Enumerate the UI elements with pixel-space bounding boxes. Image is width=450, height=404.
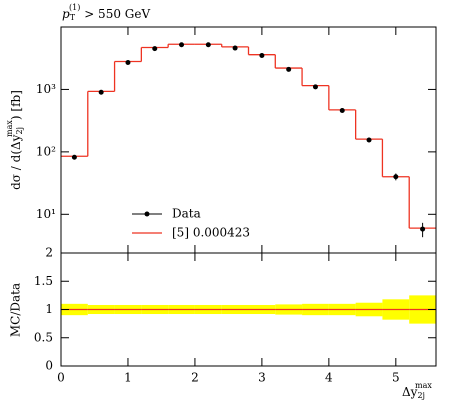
data-point [393,174,399,180]
y-tick-label: 2 [45,246,53,260]
x-tick-label: 1 [124,371,132,385]
data-point [98,89,104,95]
title-sub: T [70,13,76,22]
ratio-frame [60,252,437,367]
data-point [339,107,345,113]
ylabel-sub: 2j [15,127,24,135]
y-tick-label: 1.5 [34,274,53,288]
data-point [152,46,158,52]
y-axis-label: dσ / d(Δy2jmax) [fb] [5,90,24,190]
data-point [312,84,318,90]
x-axis-label: Δy2jmax [402,381,432,400]
ylabel-a: dσ / d(Δy [9,134,23,190]
xlabel-sub: 2j [417,391,425,400]
data-point [179,42,185,48]
y-tick-label: 10² [36,144,56,158]
title-sup: (1) [69,3,80,12]
data-point [71,154,77,160]
chart-title: pT(1) > 550 GeV [62,3,150,22]
data-point [286,66,292,72]
xlabel-sup: max [415,381,432,390]
data-point [232,45,238,51]
ylabel-sup: max [5,120,14,137]
legend-label: Data [172,207,201,221]
title-p: p [62,7,70,21]
legend-marker [144,211,150,217]
ratio-y-label: MC/Data [9,283,23,337]
data-point [366,137,372,143]
y-tick-label: 10¹ [36,207,56,221]
x-tick-label: 5 [392,371,400,385]
xlabel-a: Δy [402,385,418,399]
x-tick-label: 3 [258,371,266,385]
data-point [259,52,265,58]
x-tick-label: 2 [191,371,199,385]
y-tick-label: 10³ [36,82,56,96]
legend-label: [5] 0.000423 [172,226,250,240]
data-point [205,42,211,48]
ylabel-b: ) [fb] [9,90,23,120]
x-tick-label: 4 [325,371,333,385]
y-tick-label: 0 [45,359,53,373]
title-rest: > 550 GeV [80,7,150,21]
data-point [420,226,426,232]
y-tick-label: 1 [45,302,53,316]
y-tick-label: 0.5 [34,330,53,344]
data-point [125,60,131,66]
x-tick-label: 0 [57,371,65,385]
